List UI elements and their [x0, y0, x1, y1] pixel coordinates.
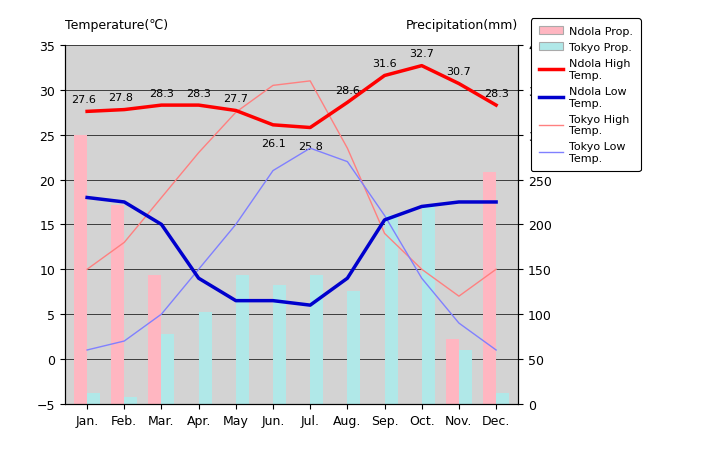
Bar [148, 275, 161, 404]
Bar [236, 275, 249, 404]
Bar [222, 404, 236, 458]
Text: 25.8: 25.8 [298, 142, 323, 151]
Text: 32.7: 32.7 [409, 50, 434, 59]
Bar [310, 275, 323, 404]
Text: 27.7: 27.7 [223, 94, 248, 104]
Text: 28.6: 28.6 [335, 86, 360, 96]
Text: 27.6: 27.6 [71, 95, 96, 105]
Bar [186, 404, 199, 442]
Bar [273, 286, 286, 404]
Bar [87, 393, 100, 404]
Text: 26.1: 26.1 [261, 139, 285, 149]
Bar [409, 404, 422, 442]
Legend: Ndola Prop., Tokyo Prop., Ndola High
Temp., Ndola Low
Temp., Tokyo High
Temp., T: Ndola Prop., Tokyo Prop., Ndola High Tem… [531, 19, 641, 172]
Bar [74, 135, 87, 404]
Bar [347, 291, 361, 404]
Text: 31.6: 31.6 [372, 59, 397, 69]
Bar [496, 393, 509, 404]
Bar [161, 334, 174, 404]
Text: Precipitation(mm): Precipitation(mm) [406, 19, 518, 32]
Bar [199, 313, 212, 404]
Text: 28.3: 28.3 [484, 89, 508, 99]
Bar [483, 173, 496, 404]
Text: 30.7: 30.7 [446, 67, 472, 77]
Bar [372, 404, 384, 447]
Bar [125, 397, 138, 404]
Text: 28.3: 28.3 [186, 89, 211, 99]
Text: 27.8: 27.8 [108, 93, 133, 103]
Bar [446, 340, 459, 404]
Bar [384, 216, 397, 404]
Bar [112, 205, 125, 404]
Bar [459, 350, 472, 404]
Bar [422, 205, 435, 404]
Text: 28.3: 28.3 [149, 89, 174, 99]
Text: Temperature(℃): Temperature(℃) [65, 19, 168, 32]
